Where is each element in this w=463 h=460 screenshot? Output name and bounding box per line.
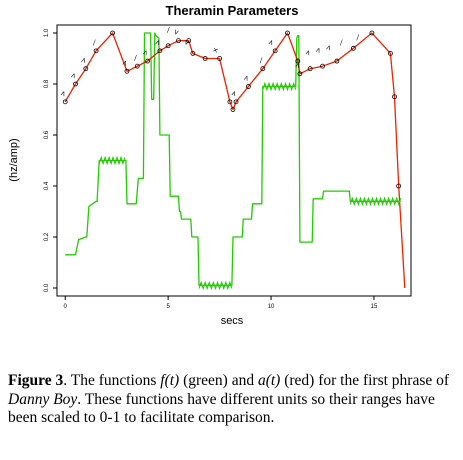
red-series-point [297,71,303,77]
y-tick-label: 1.0 [44,28,50,37]
caption-text-3: (red) for the first phrase of [280,372,450,389]
red-series-point [320,63,325,69]
x-tick-label: 10 [268,304,275,310]
series-0-line [65,32,401,287]
series-layer [62,30,406,291]
pitch-marker: × [211,46,221,54]
y-tick-label: 0.0 [44,283,50,292]
x-axis: 0 5 10 15 [64,296,378,310]
plot-frame [56,24,412,297]
y-tick-label: 0.6 [44,130,50,139]
caption-a-t: a(t) [257,372,281,389]
red-series-point [217,56,222,61]
pitch-marker: > [229,89,239,97]
pitch-marker: — [130,53,140,62]
red-series-point [157,48,163,54]
pitch-marker: > [314,46,324,54]
red-series-point [176,38,181,44]
caption-text-4: . These functions have different units s… [8,390,435,427]
y-axis: 0.0 0.2 0.4 0.6 0.8 1.0 [44,28,57,292]
pitch-marker: — [163,25,173,34]
red-series-point [260,66,266,72]
figure-caption: Figure 3. The functions f(t) (green) and… [8,372,458,428]
pitch-marker: > [242,74,252,82]
red-series-point [388,51,393,56]
pitch-marker: > [293,61,303,69]
red-series-point [233,99,239,105]
pitch-marker: > [69,71,79,79]
red-series-point [93,48,99,54]
red-series-point [145,58,150,64]
red-series-point [307,66,313,72]
red-series-point [73,81,78,87]
y-tick-label: 0.4 [44,181,50,190]
caption-text-1: . The functions [63,372,161,389]
red-series-point [134,63,140,69]
green-vibrato-0 [98,155,126,166]
x-tick-label: 0 [64,304,68,310]
red-series-point [285,30,290,36]
x-tick-label: 15 [371,304,378,310]
y-tick-label: 0.2 [44,232,50,241]
pitch-marker: < [182,38,192,46]
red-series-point [110,30,115,36]
x-tick-label: 5 [166,304,170,310]
pitch-marker: > [266,38,276,46]
red-series-point [227,99,233,105]
pitch-marker: > [120,59,130,67]
red-series-point [334,58,340,64]
pitch-marker: — [336,38,346,47]
green-vibrato-2 [349,196,402,207]
pitch-marker: < [172,28,182,36]
red-series-point [295,58,301,64]
pitch-marker: > [141,48,151,56]
y-tick-label: 0.8 [44,79,50,88]
pitch-marker: > [153,38,163,46]
green-vibrato-1 [262,81,297,92]
caption-song-title: Danny Boy [8,390,78,408]
red-series-point [246,84,251,89]
red-series-point [83,66,89,72]
x-axis-label: secs [221,315,244,327]
pitch-marker: > [324,43,334,51]
pitch-marker: > [304,48,314,56]
red-series-point [186,38,192,44]
red-series-point [165,43,171,49]
caption-text-2: (green) and [179,372,258,389]
red-series-point [350,45,356,51]
red-series-point [272,48,278,54]
red-series-point [62,99,68,105]
pitch-marker: > [79,56,89,64]
red-series-point [396,183,402,189]
figure-number: Figure 3 [8,372,64,389]
caption-f-t: f(t) [160,372,180,389]
red-series-point [124,68,130,74]
y-axis-label: (hz/amp) [8,138,20,181]
red-series-point [190,51,196,56]
series-1-line [64,32,406,289]
pitch-marker: — [353,33,363,42]
red-series-point [202,56,208,61]
chart-title: Theramin Parameters [166,3,299,18]
marker-layer: >>>—>—>>—<<×>>—>>> > >—— [59,25,363,98]
pitch-marker: > [59,89,69,97]
red-series-point [392,94,397,100]
red-series-point [369,30,375,36]
pitch-marker: — [256,56,266,65]
green-vibrato-3 [198,280,233,291]
chart: Theramin Parameters 0 5 10 15 0.00.20.40.60… [8,3,412,327]
pitch-marker: — [89,38,99,47]
red-series-point [230,107,236,112]
